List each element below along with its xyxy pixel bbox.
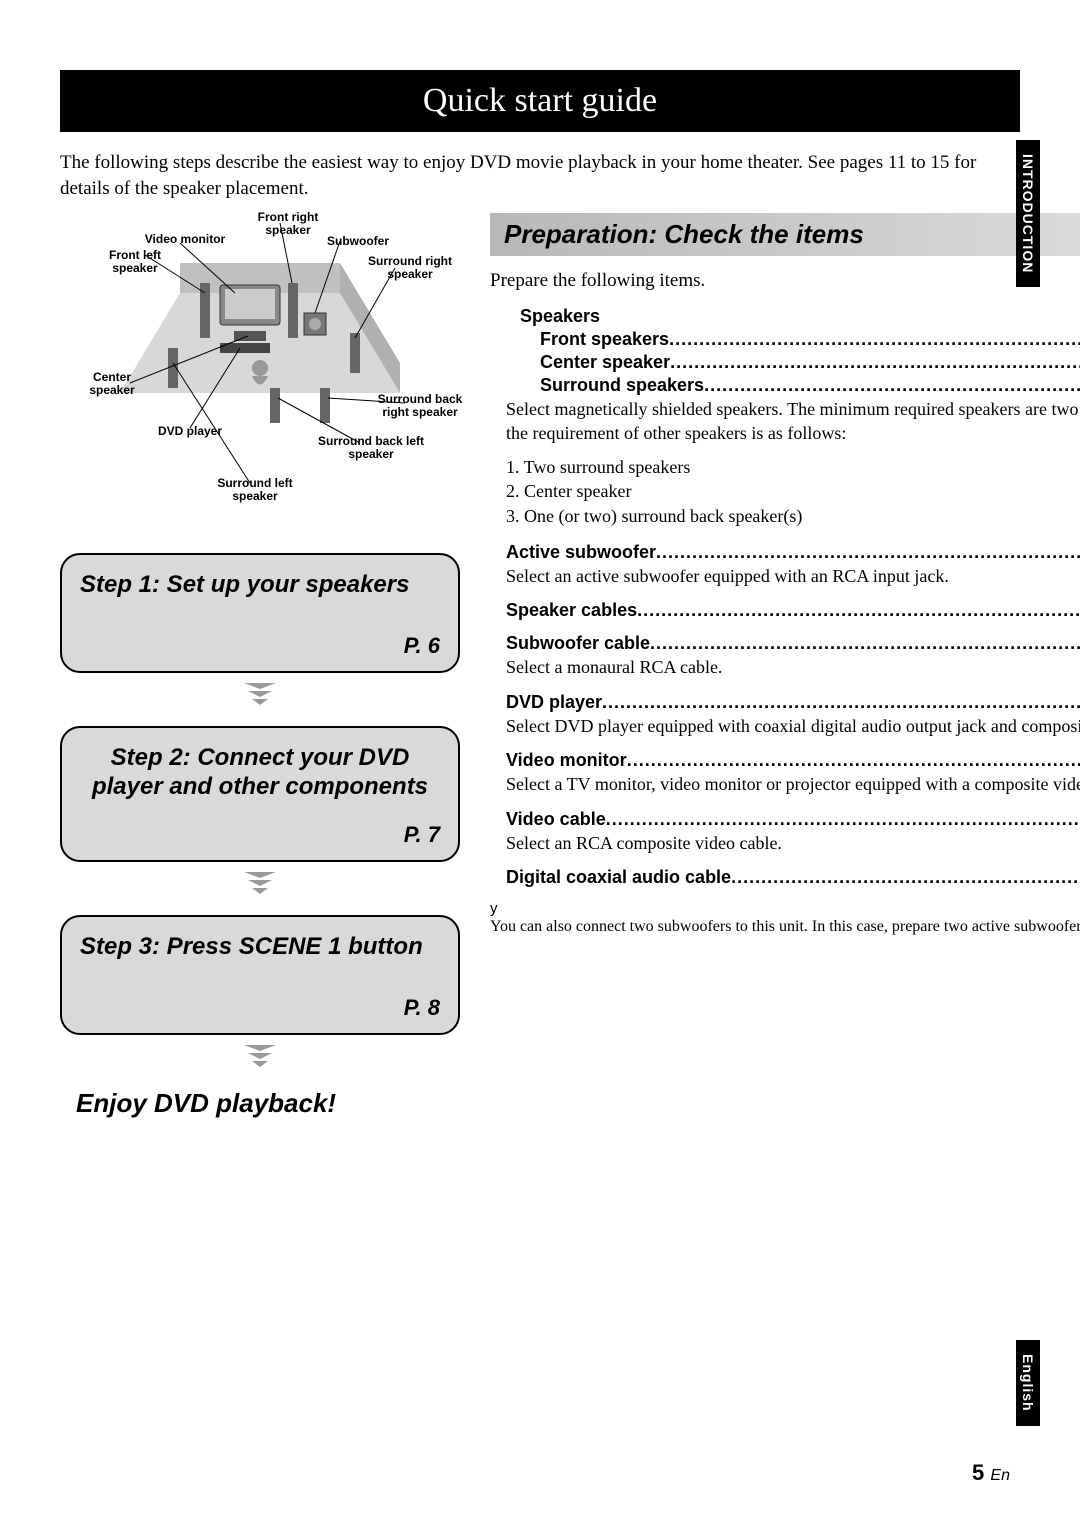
dot-leader	[669, 329, 1080, 350]
step-box-2: Step 2: Connect your DVD player and othe…	[60, 726, 460, 862]
item-desc: Select an RCA composite video cable.	[506, 832, 1080, 855]
diagram-label-center: Center speaker	[82, 371, 142, 397]
checklist-group: DVD player x 1Select DVD player equipped…	[490, 692, 1080, 738]
checklist-item: Video cable x 2	[506, 809, 1080, 830]
priority-item: 1. Two surround speakers	[506, 455, 1080, 479]
priority-item: 3. One (or two) surround back speaker(s)	[506, 504, 1080, 528]
checklist-item: Speaker cables x 7	[506, 600, 1080, 621]
diagram-label-surround-right: Surround right speaker	[360, 255, 460, 281]
dot-leader	[704, 375, 1080, 396]
priority-list: 1. Two surround speakers2. Center speake…	[506, 455, 1080, 528]
item-label: Digital coaxial audio cable	[506, 867, 731, 888]
diagram-label-sb-left: Surround back left speaker	[306, 435, 436, 461]
step-title: Step 3: Press SCENE 1 button	[80, 933, 440, 962]
item-label: Surround speakers	[540, 375, 704, 396]
preparation-sub: Prepare the following items.	[490, 270, 1080, 292]
checklist-group: Active subwoofer x 1Select an active sub…	[490, 542, 1080, 588]
checklist-item: Digital coaxial audio cable x 1	[506, 867, 1080, 888]
enjoy-text: Enjoy DVD playback!	[60, 1088, 460, 1119]
item-desc: Select DVD player equipped with coaxial …	[506, 715, 1080, 738]
item-label: Center speaker	[540, 352, 670, 373]
diagram-label-front-left: Front left speaker	[100, 249, 170, 275]
left-column: Video monitor Front right speaker Subwoo…	[60, 213, 460, 1119]
step-page-ref: P. 8	[80, 995, 440, 1021]
dot-leader	[731, 867, 1080, 888]
arrow-down-icon	[60, 1043, 460, 1078]
item-label: Speaker cables	[506, 600, 637, 621]
note-symbol: y	[490, 900, 1080, 917]
checklist-item: DVD player x 1	[506, 692, 1080, 713]
checklist-item: Front speakers x 2	[540, 329, 1080, 350]
item-label: Front speakers	[540, 329, 669, 350]
dot-leader	[637, 600, 1080, 621]
diagram-label-surround-left: Surround left speaker	[210, 477, 300, 503]
side-tab-introduction: INTRODUCTION	[1016, 140, 1040, 287]
checklist-item: Surround speakers x 4	[540, 375, 1080, 396]
checklist-item: Video monitor x 1	[506, 750, 1080, 771]
item-label: Active subwoofer	[506, 542, 656, 563]
note-text: You can also connect two subwoofers to t…	[490, 917, 1080, 938]
dot-leader	[627, 750, 1080, 771]
checklist-group: Digital coaxial audio cable x 1	[490, 867, 1080, 888]
step-box-1: Step 1: Set up your speakers P. 6	[60, 553, 460, 673]
dot-leader	[606, 809, 1080, 830]
item-label: Video monitor	[506, 750, 627, 771]
dot-leader	[650, 633, 1080, 654]
diagram-label-dvd-player: DVD player	[150, 425, 230, 438]
diagram-label-subwoofer: Subwoofer	[318, 235, 398, 248]
page-number: 5 En	[972, 1460, 1010, 1486]
item-label: DVD player	[506, 692, 602, 713]
intro-paragraph: The following steps describe the easiest…	[60, 150, 1020, 201]
checklist-group: Video cable x 2Select an RCA composite v…	[490, 809, 1080, 855]
checklist-group: Speaker cables x 7	[490, 600, 1080, 621]
step-title: Step 2: Connect your DVD player and othe…	[80, 744, 440, 802]
side-tab-language: English	[1016, 1340, 1040, 1426]
speaker-diagram: Video monitor Front right speaker Subwoo…	[60, 213, 460, 513]
page-number-value: 5	[972, 1460, 984, 1485]
priority-item: 2. Center speaker	[506, 479, 1080, 503]
page-title: Quick start guide	[60, 70, 1020, 132]
checklist-group: Subwoofer cable x 1Select a monaural RCA…	[490, 633, 1080, 679]
speakers-heading: Speakers	[520, 306, 1080, 327]
checklist-item: Active subwoofer x 1	[506, 542, 1080, 563]
page-lang: En	[990, 1467, 1010, 1484]
diagram-label-front-right: Front right speaker	[248, 211, 328, 237]
arrow-down-icon	[60, 681, 460, 716]
dot-leader	[602, 692, 1080, 713]
step-page-ref: P. 7	[80, 822, 440, 848]
item-label: Subwoofer cable	[506, 633, 650, 654]
step-title: Step 1: Set up your speakers	[80, 571, 440, 600]
step-page-ref: P. 6	[80, 633, 440, 659]
checklist-item: Subwoofer cable x 1	[506, 633, 1080, 654]
item-desc: Select a TV monitor, video monitor or pr…	[506, 773, 1080, 796]
speaker-desc: Select magnetically shielded speakers. T…	[506, 398, 1080, 445]
checklist-item: Center speaker x 1	[540, 352, 1080, 373]
arrow-down-icon	[60, 870, 460, 905]
right-column: Preparation: Check the items Prepare the…	[490, 213, 1080, 1119]
item-desc: Select an active subwoofer equipped with…	[506, 565, 1080, 588]
dot-leader	[656, 542, 1080, 563]
item-label: Video cable	[506, 809, 606, 830]
step-box-3: Step 3: Press SCENE 1 button P. 8	[60, 915, 460, 1035]
diagram-label-video-monitor: Video monitor	[140, 233, 230, 246]
preparation-header: Preparation: Check the items	[490, 213, 1080, 256]
diagram-label-sb-right: Surround back right speaker	[370, 393, 470, 419]
item-desc: Select a monaural RCA cable.	[506, 656, 1080, 679]
dot-leader	[670, 352, 1080, 373]
checklist-group: Video monitor x 1Select a TV monitor, vi…	[490, 750, 1080, 796]
